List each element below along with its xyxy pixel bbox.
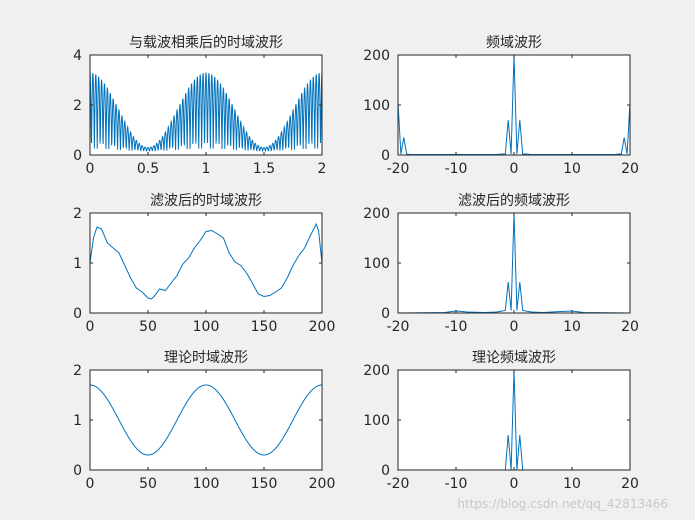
x-tick-label: 200 (309, 319, 336, 335)
x-tick-label: 1 (202, 161, 211, 177)
y-tick-label: 2 (73, 363, 82, 379)
y-tick-label: 0 (381, 148, 390, 164)
y-tick-label: 0 (381, 306, 390, 322)
x-tick-label: 50 (139, 319, 157, 335)
x-tick-label: 150 (251, 476, 278, 492)
x-tick-label: 0 (510, 476, 519, 492)
y-tick-label: 200 (363, 48, 390, 64)
y-tick-label: 0 (73, 148, 82, 164)
series-line (89, 222, 323, 300)
subplot-title: 频域波形 (486, 35, 542, 51)
y-tick-label: 4 (73, 48, 82, 64)
y-tick-label: 2 (73, 98, 82, 114)
x-tick-label: 20 (621, 476, 639, 492)
subplot-title: 理论频域波形 (472, 350, 556, 366)
x-tick-label: 0 (86, 476, 95, 492)
x-tick-label: 150 (251, 319, 278, 335)
y-tick-label: 0 (381, 463, 390, 479)
x-tick-label: 10 (563, 319, 581, 335)
subplot-title: 理论时域波形 (164, 350, 248, 366)
y-tick-label: 100 (363, 413, 390, 429)
x-tick-label: 100 (193, 476, 220, 492)
x-tick-label: 10 (563, 161, 581, 177)
x-tick-label: 0.5 (137, 161, 159, 177)
y-tick-label: 200 (363, 363, 390, 379)
x-tick-label: 0 (510, 161, 519, 177)
x-tick-label: 1.5 (253, 161, 275, 177)
x-tick-label: -20 (387, 476, 410, 492)
subplot-bottom-left: 0 50 100 150 200 0 1 2 理论时域波形 (73, 350, 335, 492)
x-tick-label: -10 (445, 161, 468, 177)
x-tick-label: -20 (387, 319, 410, 335)
y-tick-label: 1 (73, 256, 82, 272)
y-tick-label: 100 (363, 98, 390, 114)
x-tick-label: 20 (621, 319, 639, 335)
y-tick-label: 200 (363, 206, 390, 222)
watermark: https://blog.csdn.net/qq_42813466 (457, 497, 668, 511)
y-tick-label: 0 (73, 306, 82, 322)
axes-background (90, 370, 322, 470)
subplot-title: 滤波后的时域波形 (150, 193, 262, 209)
x-tick-label: 0 (86, 319, 95, 335)
series-line (89, 72, 323, 152)
x-tick-label: 50 (139, 476, 157, 492)
subplot-middle-left: 0 50 100 150 200 0 1 2 滤波后的时域波形 (73, 193, 335, 335)
subplot-top-left: 0 0.5 1 1.5 2 0 2 4 与载波相乘后的时域波形 (73, 35, 326, 177)
y-tick-label: 1 (73, 413, 82, 429)
x-tick-label: -20 (387, 161, 410, 177)
x-tick-label: 20 (621, 161, 639, 177)
y-tick-label: 2 (73, 206, 82, 222)
x-tick-label: 2 (318, 161, 327, 177)
axes-background (90, 213, 322, 313)
series-line (89, 384, 323, 456)
x-tick-label: 100 (193, 319, 220, 335)
x-tick-label: 10 (563, 476, 581, 492)
x-tick-label: -10 (445, 476, 468, 492)
x-tick-label: 0 (510, 319, 519, 335)
y-tick-label: 100 (363, 256, 390, 272)
axes-background (90, 55, 322, 155)
x-tick-label: 200 (309, 476, 336, 492)
x-tick-label: -10 (445, 319, 468, 335)
subplot-title: 滤波后的频域波形 (458, 193, 570, 209)
y-tick-label: 0 (73, 463, 82, 479)
subplot-title: 与载波相乘后的时域波形 (129, 35, 283, 51)
x-tick-label: 0 (86, 161, 95, 177)
